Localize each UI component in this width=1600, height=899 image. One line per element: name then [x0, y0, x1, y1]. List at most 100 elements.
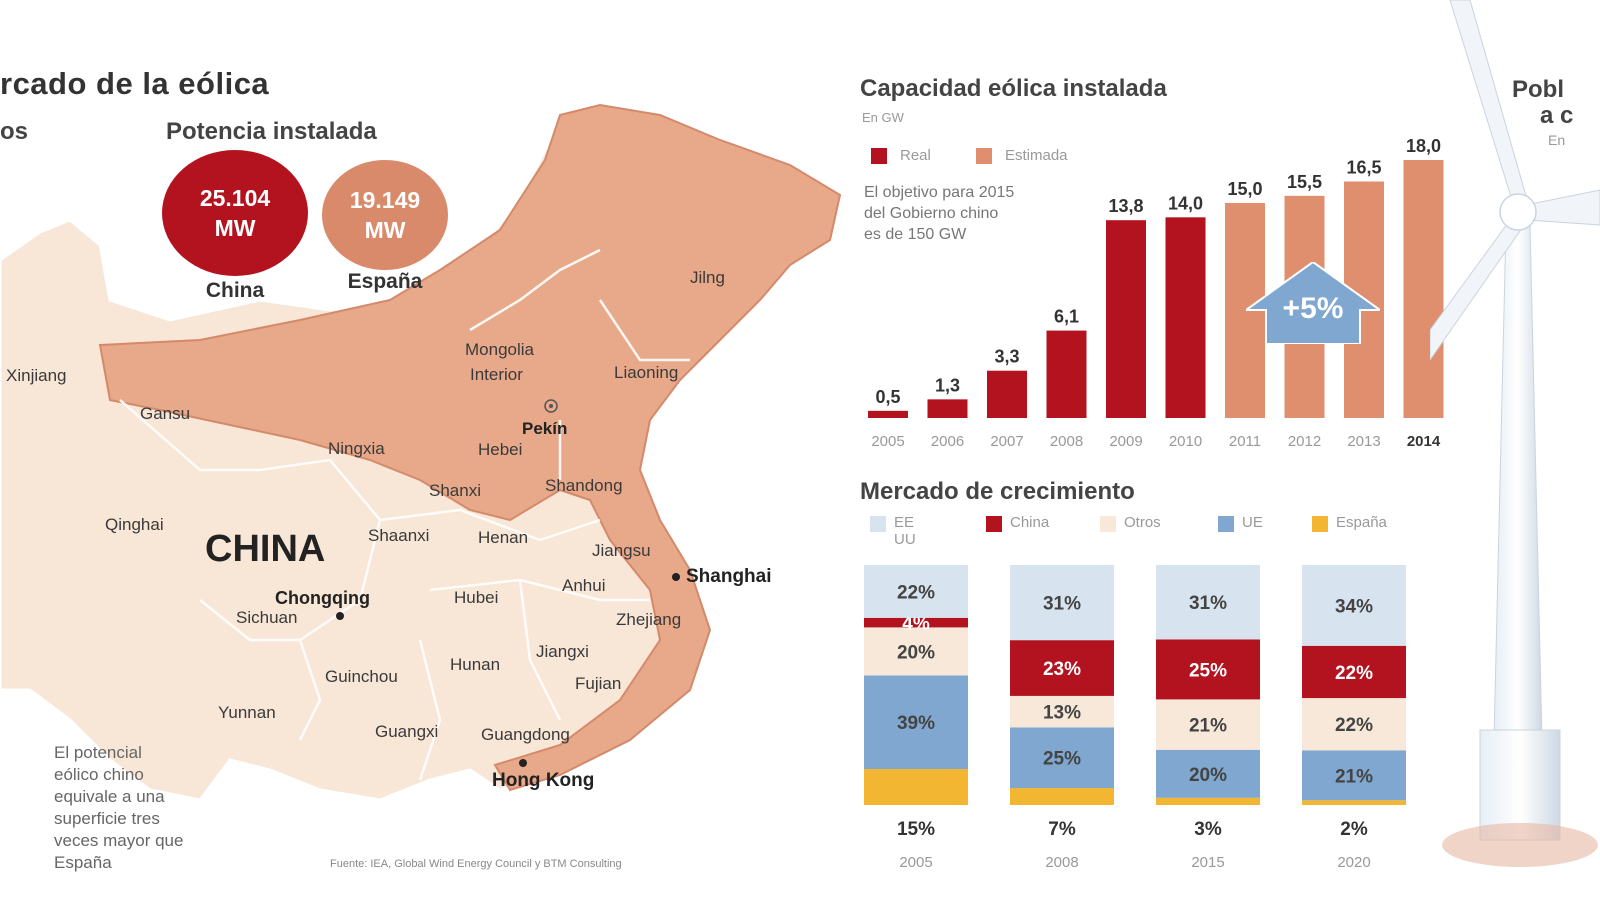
legend-real-swatch	[871, 148, 887, 164]
growth-legend-label: España	[1336, 514, 1387, 531]
growth-legend-label: Otros	[1124, 514, 1161, 531]
capacity-tick-label: 2014	[1407, 433, 1441, 450]
legend-estimada-swatch	[976, 148, 992, 164]
city-label: Hong Kong	[492, 770, 595, 791]
growth-legend-swatch	[870, 516, 886, 532]
city-label: Shanghai	[686, 566, 772, 587]
growth-segment-label: 22%	[1335, 663, 1373, 684]
province-label: Jiangsu	[592, 541, 651, 560]
growth-segment-label: 22%	[897, 582, 935, 603]
legend-estimada-label: Estimada	[1005, 147, 1068, 164]
capacity-tick-label: 2005	[871, 433, 904, 450]
growth-segment-label: 39%	[897, 713, 935, 734]
growth-segment	[1010, 640, 1114, 696]
capacity-tick-label: 2010	[1169, 433, 1202, 450]
column-header-fragment: os	[0, 118, 29, 145]
china-map	[0, 103, 842, 802]
province-label: Henan	[478, 528, 529, 547]
capacity-bar	[927, 399, 968, 418]
right-title-fragment-2: a c	[1540, 102, 1574, 129]
province-label: Shandong	[545, 476, 623, 495]
growth-segment-label: 31%	[1043, 594, 1081, 615]
growth-spain-label: 15%	[897, 819, 935, 840]
note-line: El objetivo para 2015	[864, 184, 1015, 201]
wind-turbine-icon	[1430, 0, 1600, 867]
province-label: Qinghai	[105, 515, 164, 534]
growth-legend-swatch	[1218, 516, 1234, 532]
province-label: Hunan	[450, 655, 501, 674]
growth-segment-label: 34%	[1335, 596, 1373, 617]
growth-badge	[1246, 262, 1380, 344]
province-label: Guangxi	[375, 722, 439, 741]
capacity-tick-label: 2012	[1288, 433, 1321, 450]
growth-segment-label: 21%	[1335, 766, 1373, 787]
capacity-tick-label: 2007	[990, 433, 1023, 450]
note-line: veces mayor que	[54, 831, 184, 850]
province-label: Interior	[470, 365, 523, 384]
city-label: Chongqing	[275, 588, 370, 608]
capacity-value-label: 14,0	[1168, 193, 1203, 213]
province-label: Guinchou	[325, 667, 398, 686]
capacity-tick-label: 2008	[1050, 433, 1083, 450]
spain-capacity-value: 19.149	[349, 187, 421, 213]
capacity-bar	[1106, 220, 1146, 418]
capacity-value-label: 0,5	[875, 387, 900, 407]
main-title: rcado de la eólica	[0, 66, 270, 101]
map-country-label: CHINA	[205, 528, 326, 570]
capacity-title: Capacidad eólica instalada	[860, 75, 1167, 102]
growth-segment	[1302, 698, 1406, 751]
legend-real-label: Real	[900, 147, 931, 164]
province-label: Ningxia	[328, 439, 385, 458]
growth-segment	[1302, 565, 1406, 646]
growth-title: Mercado de crecimiento	[860, 478, 1135, 505]
growth-chart: 39% 20% 4% 22% 15% 2005 25% 13% 23% 31% 7% 2008 20% 2…	[864, 565, 1406, 871]
growth-segment-label: 13%	[1043, 703, 1081, 724]
capacity-bar	[868, 410, 908, 418]
note-line: superficie tres	[54, 809, 160, 828]
province-label: Shanxi	[429, 481, 481, 500]
growth-legend-swatch	[1312, 516, 1328, 532]
potential-note: El potencial eólico chino equivale a una…	[54, 742, 183, 874]
capacity-value-label: 18,0	[1406, 136, 1441, 156]
growth-segment-label: 25%	[1189, 660, 1227, 681]
growth-segment	[864, 627, 968, 676]
growth-spain-label: 7%	[1048, 819, 1076, 840]
growth-segment	[1010, 565, 1114, 641]
growth-spain-label: 3%	[1194, 819, 1222, 840]
note-line: España	[54, 853, 112, 872]
growth-segment	[1302, 800, 1406, 805]
province-label: Fujian	[575, 674, 622, 693]
growth-tick-label: 2020	[1337, 854, 1370, 871]
capacity-value-label: 1,3	[935, 375, 960, 395]
capacity-value-label: 16,5	[1346, 158, 1381, 178]
note-line: eólico chino	[54, 765, 144, 784]
province-label: Anhui	[562, 576, 606, 595]
province-label: Hubei	[454, 588, 499, 607]
capacity-note: El objetivo para 2015 del Gobierno chino…	[864, 182, 1014, 245]
growth-segment	[1156, 749, 1260, 798]
province-label: Gansu	[140, 404, 191, 423]
chongqing-dot	[336, 612, 344, 620]
capacity-value-label: 15,0	[1227, 179, 1262, 199]
growth-segment	[1156, 797, 1260, 805]
spain-capacity-bubble: 19.149 MW	[322, 160, 448, 270]
hongkong-dot	[519, 759, 527, 767]
capital-label: Pekín	[522, 419, 568, 438]
province-label: Liaoning	[614, 363, 679, 382]
note-line: equivale a una	[54, 787, 165, 806]
growth-segment	[1302, 645, 1406, 699]
province-label: Zhejiang	[616, 610, 682, 629]
province-label: Guangdong	[481, 725, 570, 744]
growth-segment	[1156, 639, 1260, 700]
right-unit-fragment: En	[1548, 132, 1566, 148]
growth-legend-label: China	[1010, 514, 1050, 531]
china-capacity-value: 25.104	[199, 185, 271, 211]
growth-segment	[1010, 695, 1114, 728]
growth-legend-swatch	[1100, 516, 1116, 532]
growth-tick-label: 2015	[1191, 854, 1224, 871]
capacity-bar	[987, 370, 1027, 418]
pekin-capital-icon	[544, 399, 558, 413]
growth-segment-label: 31%	[1189, 593, 1227, 614]
wind-potential-zone	[98, 103, 842, 792]
growth-segment	[1010, 727, 1114, 789]
